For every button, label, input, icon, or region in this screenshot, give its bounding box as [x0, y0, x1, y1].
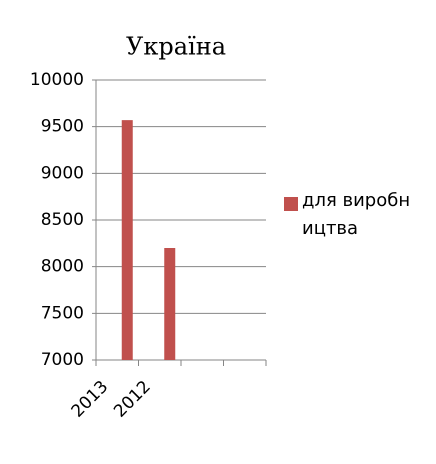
bar	[121, 120, 133, 360]
y-tick-label: 8000	[41, 257, 84, 277]
legend-swatch	[284, 197, 298, 211]
y-tick-label: 9500	[41, 117, 84, 137]
bar	[164, 248, 176, 360]
chart-title: Україна	[126, 33, 226, 61]
y-tick-label: 9000	[41, 163, 84, 183]
x-tick-label: 2012	[110, 377, 155, 422]
y-tick-label: 7000	[41, 350, 84, 370]
y-tick-label: 10000	[30, 70, 84, 90]
y-tick-label: 7500	[41, 303, 84, 323]
y-tick-label: 8500	[41, 210, 84, 230]
legend-text: для виробництва	[302, 190, 411, 239]
legend-entry: для виробництва	[302, 190, 411, 239]
x-tick-label: 2013	[68, 377, 113, 422]
